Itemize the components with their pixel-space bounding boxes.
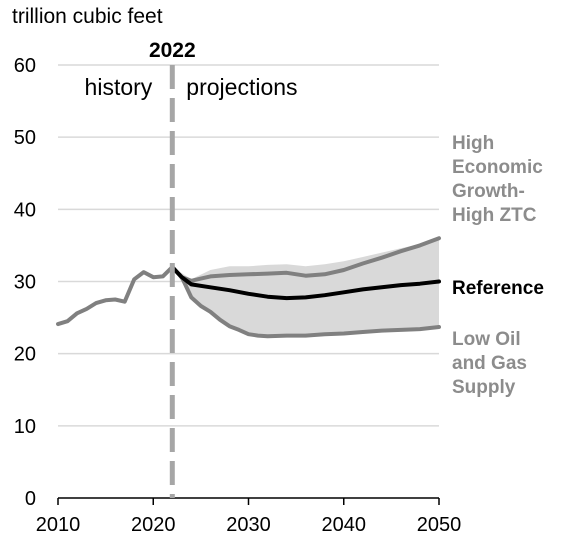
reference-label: Reference [452,278,544,299]
y-tick-label: 20 [14,344,36,366]
series-labels: High Economic Growth- High ZTC Reference Low … [452,133,544,398]
low-oil-gas-supply-label: and Gas [452,353,527,374]
x-tick-label: 2030 [226,514,271,536]
projection-range-band [172,238,440,337]
reference-line [170,265,441,301]
divider-year-label: 2022 [149,39,196,62]
y-tick-label: 10 [14,416,36,438]
x-tick-label: 2020 [131,514,176,536]
high-growth-high-ztc-label: Economic [452,157,543,178]
low-oil-gas-supply-label: Low Oil [452,329,521,350]
series-lines [56,236,441,339]
x-tick-label: 2040 [322,514,367,536]
low-oil-gas-supply-label: Supply [452,377,516,398]
high-growth-high-ztc-label: High ZTC [452,205,537,226]
y-tick-label: 0 [25,488,36,510]
gridlines [58,64,439,427]
low-oil-gas-supply-line [170,265,441,339]
y-tick-label: 30 [14,272,36,294]
x-tick-label: 2050 [417,514,462,536]
y-tick-label: 60 [14,55,36,77]
history-line [56,265,175,327]
high-growth-high-ztc-label: Growth- [452,181,525,202]
y-axis-unit-label: trillion cubic feet [12,5,163,28]
y-tick-label: 40 [14,199,36,221]
y-tick-label: 50 [14,127,36,149]
history-label: history [85,74,153,100]
high-growth-high-ztc-label: High [452,133,494,154]
high-growth-high-ztc-line [170,236,441,283]
x-tick-label: 2010 [36,514,81,536]
projections-label: projections [186,74,297,100]
